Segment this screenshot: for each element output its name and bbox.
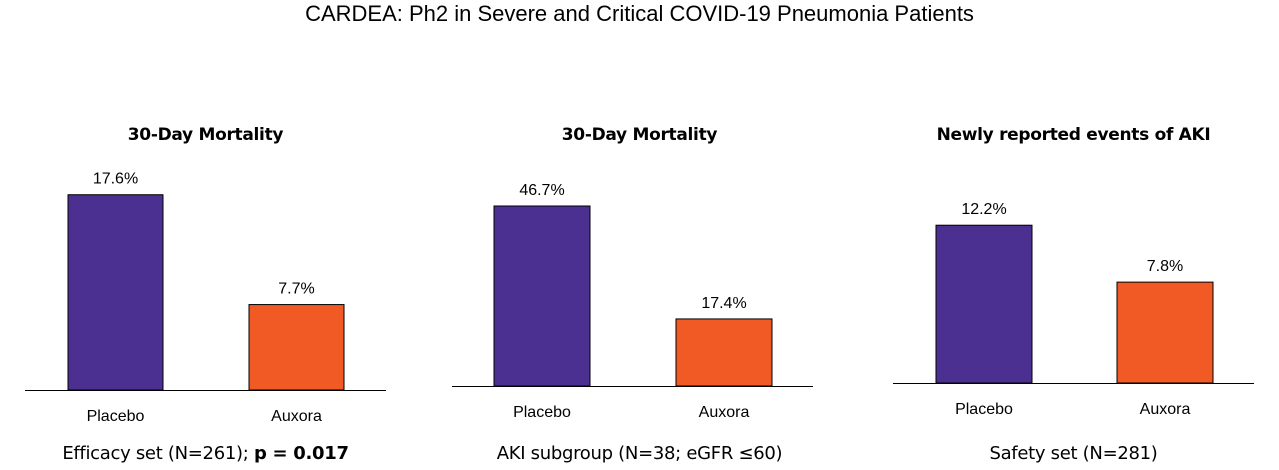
bar-1-placebo — [67, 194, 164, 391]
panel-2-banner: 63% ↓ mortality (AKI subgroup) — [440, 44, 839, 109]
panel-1-banner-text: 56% ↓ mortality (total) — [52, 62, 359, 91]
panel-3-banner-text: 40% ↓ new AKI (total) — [927, 62, 1220, 91]
bar-1-auxora — [248, 304, 345, 391]
value-label-1-auxora: 7.7% — [278, 281, 314, 298]
panel-1-footnote: Efficacy set (N=261); p = 0.017 — [6, 442, 405, 466]
category-label-2-auxora: Auxora — [699, 404, 750, 421]
panel-3-chart-title: Newly reported events of AKI — [936, 125, 1211, 145]
value-label-1-placebo: 17.6% — [93, 171, 138, 188]
category-label-3-placebo: Placebo — [955, 401, 1013, 418]
value-label-3-placebo: 12.2% — [961, 201, 1006, 218]
category-label-1-auxora: Auxora — [271, 408, 322, 425]
bar-2-placebo — [493, 205, 591, 387]
panel-1-footnote-pvalue: p = 0.017 — [253, 443, 349, 464]
panel-3-footnote-text: Safety set (N=281) — [989, 443, 1158, 464]
panel-1-banner: 56% ↓ mortality (total) — [6, 44, 405, 109]
page-title: CARDEA: Ph2 in Severe and Critical COVID… — [305, 1, 974, 26]
value-label-2-auxora: 17.4% — [701, 295, 746, 312]
bar-3-placebo — [935, 224, 1033, 384]
panel-2-banner-text: 63% ↓ mortality (AKI subgroup) — [440, 48, 719, 105]
category-label-1-placebo: Placebo — [87, 408, 145, 425]
panel-2-footnote: AKI subgroup (N=38; eGFR ≤60) — [440, 442, 839, 466]
panel-1-footnote-text: Efficacy set (N=261); — [62, 443, 254, 464]
panel-1-chart-title: 30-Day Mortality — [127, 125, 284, 145]
category-label-3-auxora: Auxora — [1140, 401, 1191, 418]
value-label-3-auxora: 7.8% — [1147, 258, 1183, 275]
value-label-2-placebo: 46.7% — [519, 182, 564, 199]
bar-2-auxora — [675, 318, 773, 387]
panel-3-footnote: Safety set (N=281) — [874, 442, 1273, 466]
panel-3-banner: 40% ↓ new AKI (total) — [874, 44, 1273, 109]
panel-2-chart-title: 30-Day Mortality — [561, 125, 718, 145]
panel-2-footnote-text: AKI subgroup (N=38; eGFR ≤60) — [496, 443, 783, 464]
category-label-2-placebo: Placebo — [513, 404, 571, 421]
bar-3-auxora — [1116, 281, 1214, 384]
